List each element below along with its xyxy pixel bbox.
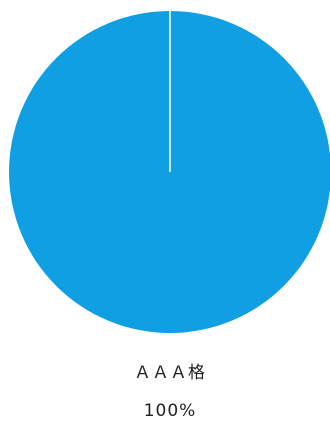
slice-percent-label: 100% <box>143 401 197 421</box>
slice-label: ＡＡＡ格 <box>134 363 206 383</box>
